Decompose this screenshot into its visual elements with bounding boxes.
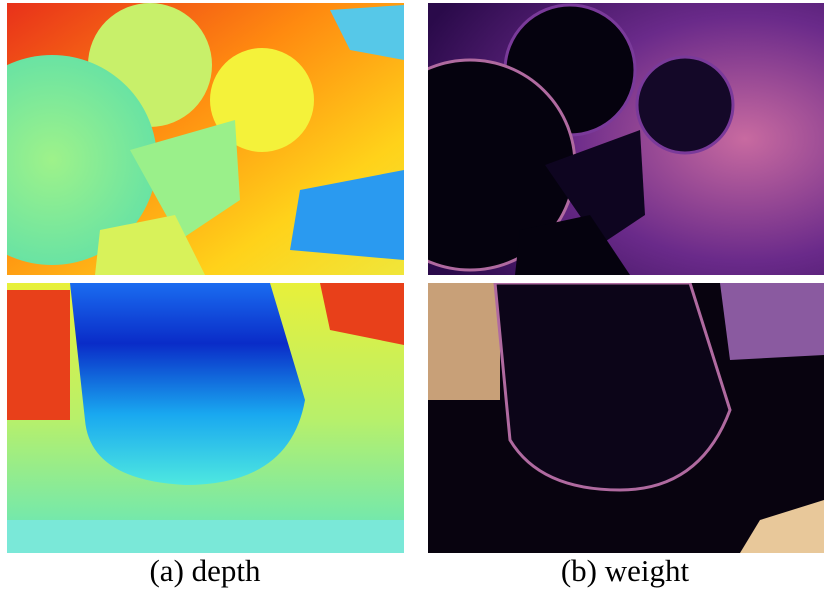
caption: (a) depth — [149, 553, 261, 588]
weight-image-1 — [428, 3, 824, 275]
depth-image-1 — [7, 3, 404, 275]
caption: (b) weight — [561, 553, 690, 588]
depth-image-2 — [7, 283, 404, 553]
weight-image-2 — [428, 283, 824, 553]
